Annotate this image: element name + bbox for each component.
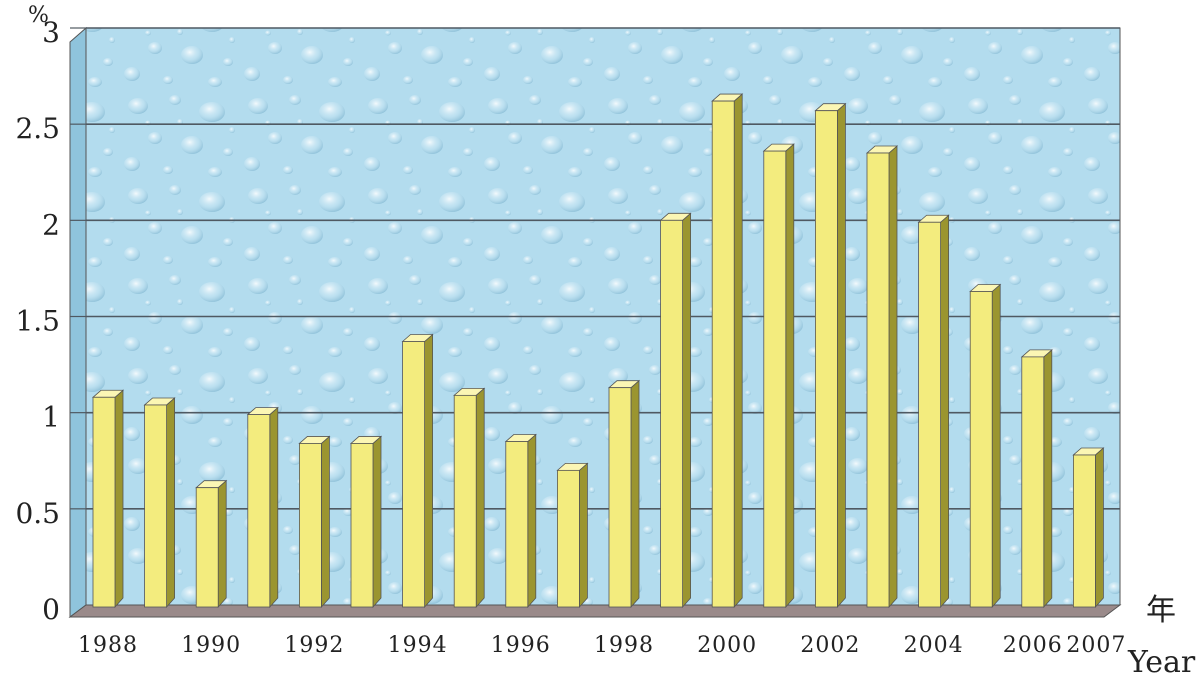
bar-front <box>763 150 787 608</box>
x-tick-label: 2002 <box>800 633 860 658</box>
x-axis-label-english: Year <box>1127 645 1196 679</box>
bar-front <box>505 441 529 608</box>
bar-side <box>888 145 898 609</box>
bar <box>504 433 537 609</box>
y-tick-label: 3 <box>42 16 60 49</box>
bar-side <box>991 283 1001 609</box>
bar <box>711 93 744 609</box>
bar <box>556 462 589 609</box>
y-tick-label: 1 <box>42 401 60 434</box>
bar-front <box>1073 454 1096 608</box>
x-tick-label: 1994 <box>388 633 448 658</box>
bar-front <box>711 100 735 608</box>
x-tick-label: 2004 <box>904 633 964 658</box>
bar <box>195 479 228 609</box>
bar <box>607 379 641 609</box>
x-tick-label: 2007 <box>1066 633 1126 658</box>
chart-floor <box>68 604 1122 618</box>
x-axis-ticks: 1988 1990 1992 1994 1996 1998 2000 2002 2004 2006… <box>78 633 1126 658</box>
x-tick-label: 1988 <box>78 633 138 658</box>
y-tick-label: 2 <box>42 208 60 241</box>
bar-side <box>320 435 330 609</box>
bar-front <box>144 404 168 608</box>
y-axis-ticks: 0 0.5 1 1.5 2 2.5 3 <box>15 16 60 626</box>
bar-side <box>114 389 124 609</box>
bar-side <box>733 93 743 609</box>
bar-front <box>660 219 683 608</box>
bar <box>1020 349 1053 609</box>
y-axis-unit-label: % <box>28 3 49 28</box>
bar <box>917 214 950 609</box>
x-tick-label: 2006 <box>1003 633 1063 658</box>
bar <box>1072 447 1105 609</box>
bar <box>659 212 692 609</box>
bar-side <box>424 333 434 609</box>
y-tick-label: 1.5 <box>15 305 60 338</box>
bar-front <box>557 469 580 608</box>
bar-front <box>350 443 374 608</box>
bar-front <box>1021 356 1045 608</box>
bar-front <box>195 487 219 608</box>
bar-side <box>269 406 279 609</box>
bar-side <box>217 479 227 609</box>
plot-background <box>68 26 1122 618</box>
bar-front <box>453 394 477 608</box>
bar-side <box>166 397 176 609</box>
bar <box>865 145 899 609</box>
bar-front <box>969 291 993 608</box>
bar <box>401 333 434 609</box>
bars <box>91 93 1105 609</box>
bar-front <box>815 110 838 608</box>
bar <box>762 143 795 609</box>
bar-front <box>866 152 890 608</box>
chart-side-wall <box>69 26 87 618</box>
y-tick-label: 2.5 <box>15 112 60 145</box>
x-tick-label: 1996 <box>491 633 551 658</box>
bar <box>298 435 331 609</box>
bar-side <box>837 102 846 609</box>
y-tick-label: 0.5 <box>15 497 60 530</box>
bar-side <box>1043 349 1053 609</box>
x-tick-label: 2000 <box>697 633 757 658</box>
bar-front <box>402 341 426 608</box>
x-axis-label-chinese: 年 <box>1146 593 1176 628</box>
bar-side <box>940 214 949 609</box>
x-tick-label: 1998 <box>594 633 654 658</box>
bar-front <box>608 387 632 608</box>
bar-front <box>92 396 116 608</box>
bar <box>246 406 279 609</box>
x-tick-label: 1992 <box>284 633 344 658</box>
bar <box>814 102 847 609</box>
bar-side <box>682 212 691 609</box>
bar <box>143 397 176 609</box>
bar <box>453 387 486 609</box>
bar-side <box>527 433 537 609</box>
bar-side <box>630 379 640 609</box>
bar-front <box>298 443 322 608</box>
y-tick-label: 0 <box>42 593 60 626</box>
bar-front <box>247 414 271 608</box>
bar-side <box>475 387 485 609</box>
bar-side <box>372 435 382 609</box>
bar-side <box>579 462 588 609</box>
bar-front <box>918 221 941 608</box>
bar <box>91 389 125 609</box>
bar <box>349 435 383 609</box>
bar-side <box>1095 447 1104 609</box>
x-tick-label: 1990 <box>181 633 241 658</box>
bar <box>969 283 1002 609</box>
bar-side <box>785 143 795 609</box>
